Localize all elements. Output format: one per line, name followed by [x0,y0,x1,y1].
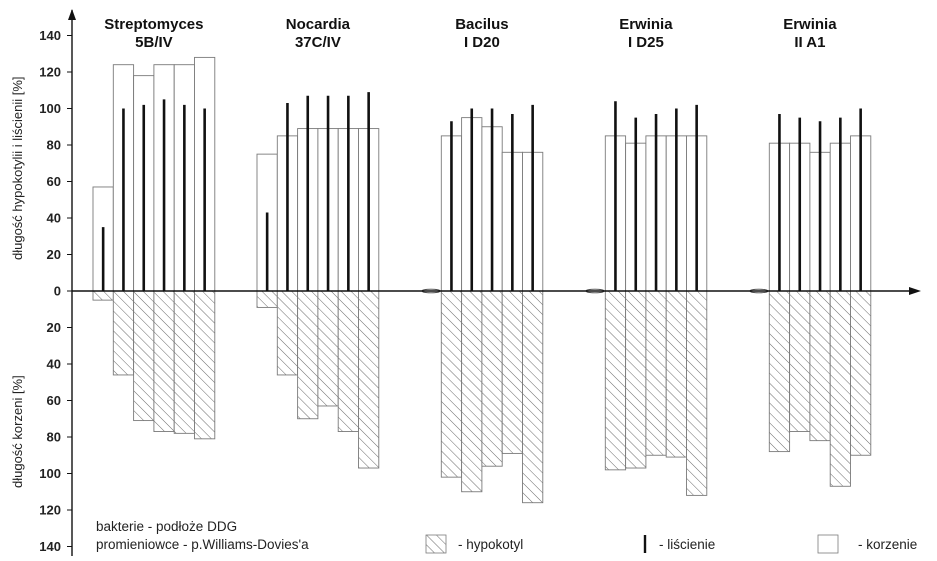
y-tick-label-up-100: 100 [39,101,61,116]
hypokotyl-bar-g2-6 [358,290,380,469]
hypokotyl-bar-g3-3 [461,290,483,493]
hypokotyl-bar-g2-5 [337,290,359,432]
y-tick-label-up-140: 140 [39,28,61,43]
y-tick-label-down-40: 40 [47,357,61,372]
hypokotyl-bar-g1-6 [194,290,216,440]
x-axis-arrow [909,287,921,295]
hypokotyl-bar-g1-4 [153,290,175,432]
y-tick-label-down-100: 100 [39,466,61,481]
hypokotyl-bar-g5-2 [768,290,791,453]
y-tick-label-up-20: 20 [47,247,61,262]
hypokotyl-bar-g2-4 [317,290,339,407]
y-axis-arrow [68,9,76,20]
hypokotyl-bar-g1-1 [92,290,114,301]
group-title-1-line2: 5B/IV [135,34,173,51]
hypokotyl-bar-g4-5 [665,290,687,458]
legend-korzenie-label: - korzenie [858,537,917,552]
group-title-2-line1: Nocardia [286,16,351,33]
group-title-4-line2: I D25 [628,34,664,51]
hypokotyl-bar-g3-4 [481,290,503,467]
group-title-5-line1: Erwinia [783,16,837,33]
group-title-5-line2: II A1 [794,34,825,51]
y-tick-label-up-40: 40 [47,211,61,226]
hypokotyl-bar-g2-3 [297,290,319,420]
hypokotyl-bar-g5-6 [850,290,872,456]
y-tick-label-up-120: 120 [39,65,61,80]
axes-layer [67,9,921,556]
hypokotyl-bar-g5-5 [829,290,851,487]
y-tick-label-down-140: 140 [39,539,61,554]
hypokotyl-bar-g3-6 [522,290,544,504]
hypokotyl-bar-g2-2 [276,290,299,376]
group-title-2-line2: 37C/IV [295,34,341,51]
group-title-4-line1: Erwinia [619,16,673,33]
hypokotyl-bar-g4-3 [625,290,647,469]
y-axis-label-top: długość hypokotylii i liścienii [%] [10,76,25,260]
hypokotyl-bar-g5-3 [789,290,811,432]
legend-liscienie-label: - liścienie [659,537,715,552]
y-tick-label-up-0: 0 [54,284,61,299]
hypokotyl-bar-g3-2 [440,290,463,478]
group-title-3-line2: I D20 [464,34,500,51]
note-line-2: promieniowce - p.Williams-Dovies'a [96,537,309,552]
legend-hypokotyl-label: - hypokotyl [458,537,523,552]
hypokotyl-bar-g4-6 [686,290,708,496]
group-title-1-line1: Streptomyces [104,16,203,33]
hypokotyl-bar-g2-1 [256,290,278,308]
note-line-1: bakterie - podłoże DDG [96,519,237,534]
y-tick-label-down-60: 60 [47,393,61,408]
legend-korzenie-swatch [817,534,839,554]
y-tick-label-down-20: 20 [47,320,61,335]
y-tick-label-down-120: 120 [39,503,61,518]
hypokotyl-bar-g4-4 [645,290,667,456]
hypokotyl-bar-g4-2 [604,290,627,471]
bars-layer [92,56,872,504]
hypokotyl-bar-g3-5 [501,290,523,454]
y-tick-label-up-60: 60 [47,174,61,189]
group-title-3-line1: Bacilus [455,16,508,33]
labels-layer: Streptomyces5B/IVNocardia37C/IVBacilusI … [39,16,837,554]
hypokotyl-bar-g1-2 [112,290,135,376]
hypokotyl-bar-g1-5 [173,290,195,434]
legend-hypokotyl-swatch [425,534,447,554]
hypokotyl-bar-g5-4 [809,290,831,442]
y-tick-label-up-80: 80 [47,138,61,153]
y-tick-label-down-80: 80 [47,430,61,445]
hypokotyl-bar-g1-3 [133,290,155,422]
y-axis-label-bottom: długość korzeni [%] [10,375,25,488]
